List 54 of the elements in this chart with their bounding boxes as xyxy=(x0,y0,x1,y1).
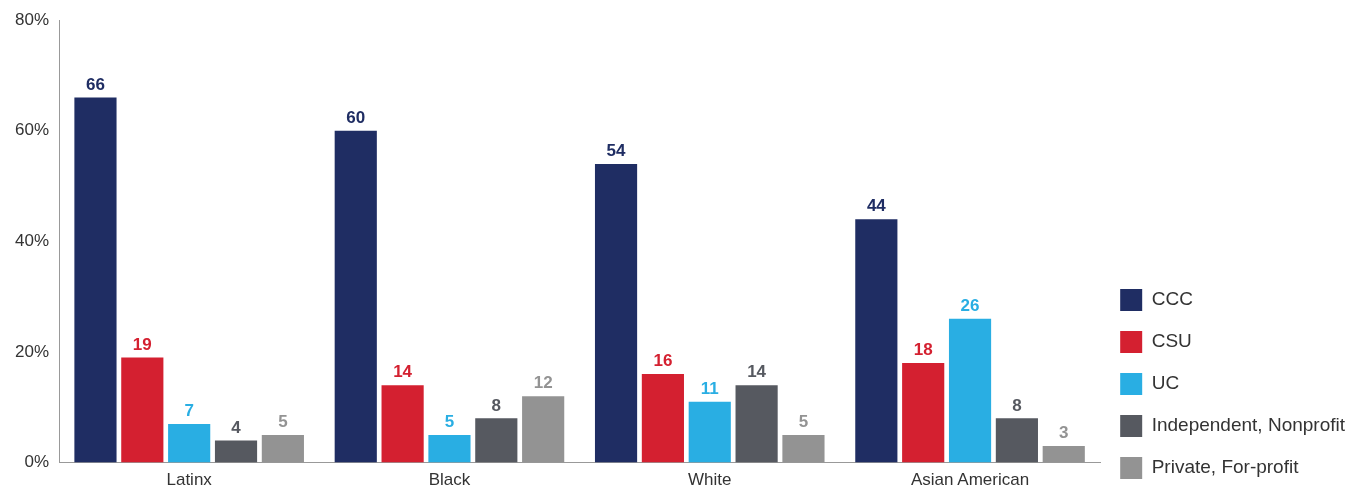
data-label: 14 xyxy=(393,362,413,382)
y-tick-label: 0% xyxy=(24,452,50,472)
bar xyxy=(688,401,731,463)
data-label: 5 xyxy=(444,412,455,432)
bar xyxy=(121,357,164,463)
bar xyxy=(214,440,258,463)
data-label: 44 xyxy=(866,196,887,216)
data-label: 5 xyxy=(278,412,288,432)
bar xyxy=(735,385,778,463)
x-tick-label: Latinx xyxy=(166,470,213,490)
bar xyxy=(522,396,565,463)
y-tick-label: 20% xyxy=(14,341,50,361)
data-label: 14 xyxy=(747,362,767,382)
bar xyxy=(995,418,1038,463)
bar xyxy=(948,318,992,463)
bar xyxy=(1042,446,1085,463)
data-label: 3 xyxy=(1059,423,1069,443)
data-label: 54 xyxy=(606,141,627,161)
legend-label: CSU xyxy=(1151,330,1192,352)
y-tick-label: 80% xyxy=(14,9,50,29)
bar xyxy=(641,374,684,463)
bar xyxy=(594,163,638,463)
y-tick-label: 60% xyxy=(14,120,50,140)
data-label: 8 xyxy=(491,395,502,415)
legend-label: Private, For-profit xyxy=(1151,456,1300,478)
data-label: 12 xyxy=(533,373,553,393)
bar xyxy=(261,434,304,463)
bar xyxy=(334,130,377,463)
data-label: 18 xyxy=(913,340,933,360)
data-label: 60 xyxy=(346,107,366,127)
data-label: 66 xyxy=(86,74,105,94)
data-label: 26 xyxy=(960,296,980,316)
data-label: 7 xyxy=(184,401,194,421)
legend-label: UC xyxy=(1151,372,1180,394)
bar xyxy=(782,434,825,463)
data-label: 5 xyxy=(798,412,809,432)
data-label: 19 xyxy=(132,334,152,354)
legend-label: CCC xyxy=(1151,288,1193,310)
bar xyxy=(428,434,471,463)
data-label: 8 xyxy=(1012,395,1022,415)
bar xyxy=(74,97,117,463)
data-label: 16 xyxy=(653,351,673,371)
bar xyxy=(902,363,945,463)
data-label: 4 xyxy=(231,417,242,437)
x-tick-label: Black xyxy=(428,470,471,490)
legend-label: Independent, Nonprofit xyxy=(1151,414,1346,436)
x-tick-label: Asian American xyxy=(910,470,1030,490)
data-label: 11 xyxy=(700,378,719,398)
x-tick-label: White xyxy=(688,470,732,490)
bar xyxy=(381,385,424,463)
y-tick-label: 40% xyxy=(14,231,50,251)
bar xyxy=(475,418,518,463)
bar xyxy=(855,219,898,463)
bar xyxy=(168,423,211,463)
